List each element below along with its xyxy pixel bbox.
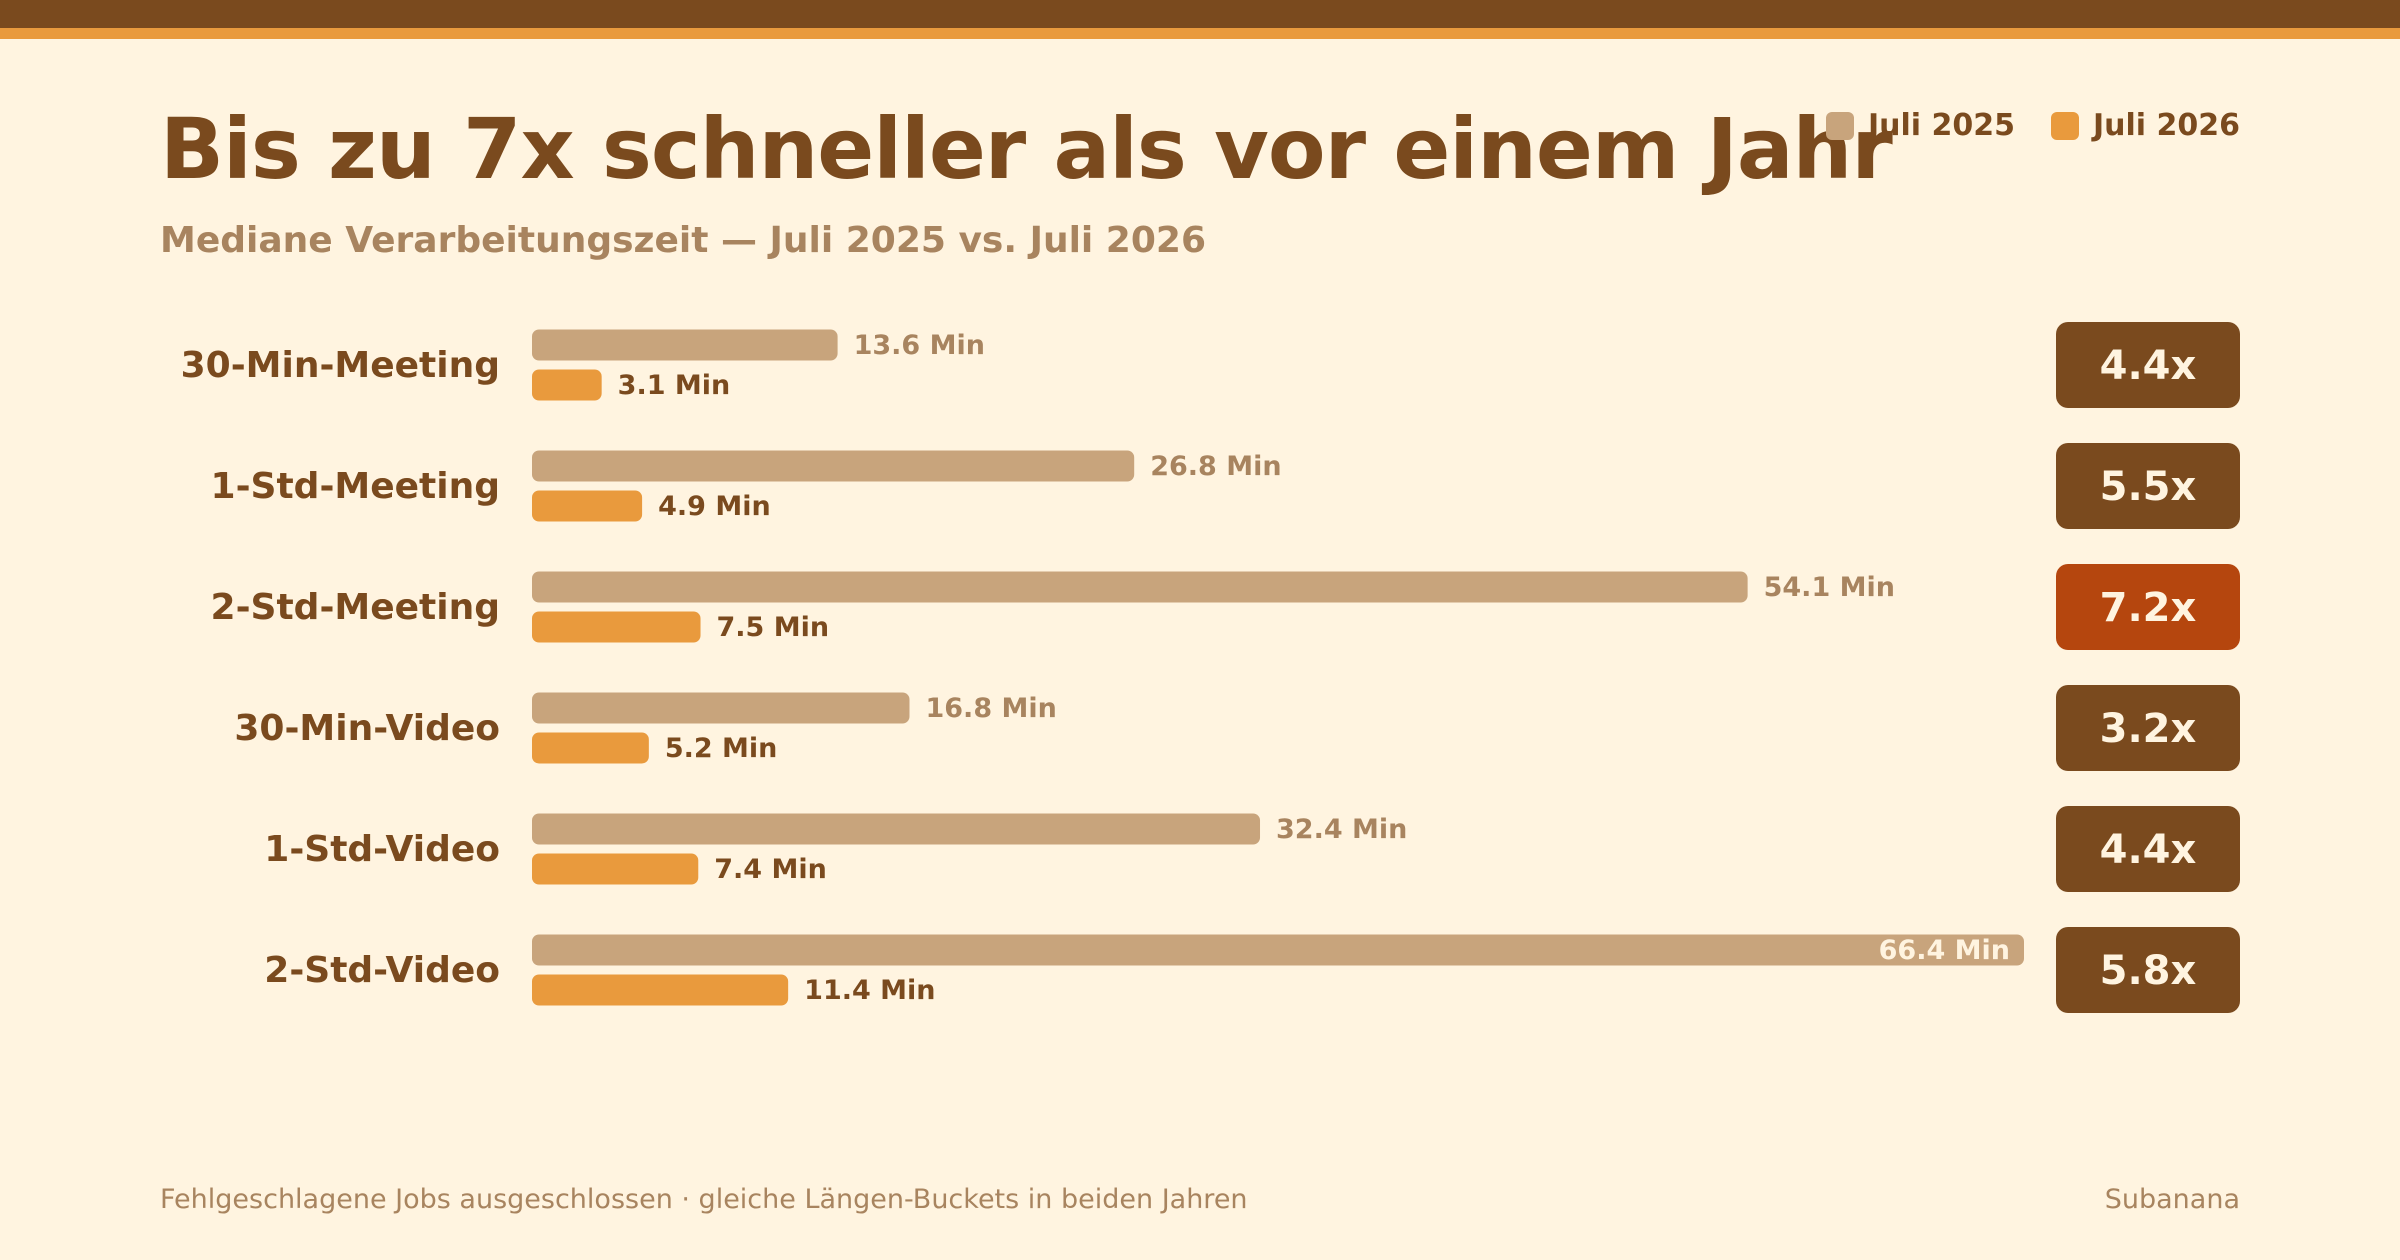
- value-label-2025: 32.4 Min: [1276, 814, 1407, 845]
- speedup-label: 5.8x: [2100, 948, 2197, 994]
- legend-swatch-2026: [2050, 111, 2079, 140]
- value-label-2025: 13.6 Min: [854, 330, 985, 361]
- speedup-badge: [2056, 806, 2240, 892]
- category-label: 2-Std-Video: [264, 950, 500, 991]
- chart-title: Bis zu 7x schneller als vor einem Jahr: [160, 100, 1893, 198]
- category-label: 2-Std-Meeting: [211, 587, 500, 628]
- value-label-2025: 54.1 Min: [1764, 572, 1895, 603]
- bar-2025: [532, 692, 910, 724]
- value-label-2025: 16.8 Min: [925, 693, 1056, 724]
- speedup-label: 4.4x: [2100, 827, 2197, 873]
- category-label: 1-Std-Meeting: [211, 466, 500, 507]
- speedup-label: 3.2x: [2100, 706, 2197, 752]
- chart-subtitle: Mediane Verarbeitungszeit — Juli 2025 vs…: [160, 220, 1207, 261]
- speedup-label: 7.2x: [2100, 585, 2197, 631]
- value-label-2026: 5.2 Min: [665, 733, 778, 764]
- speedup-badge: [2056, 927, 2240, 1013]
- speedup-label: 4.4x: [2100, 343, 2197, 389]
- speedup-badge: [2056, 322, 2240, 408]
- legend-item-2026: Juli 2026: [2050, 108, 2240, 143]
- legend-item-2025: Juli 2025: [1825, 108, 2015, 143]
- bar-2025: [532, 571, 1748, 603]
- bar-2026: [532, 611, 701, 643]
- category-label: 1-Std-Video: [264, 829, 500, 870]
- speedup-badge: [2056, 685, 2240, 771]
- bar-2025: [532, 450, 1135, 482]
- category-label: 30-Min-Meeting: [181, 345, 500, 386]
- value-label-2026: 11.4 Min: [804, 975, 935, 1006]
- top-accent-bar: [0, 0, 2400, 28]
- footer-brand: Subanana: [2104, 1184, 2240, 1215]
- bar-2025: [532, 329, 838, 361]
- speedup-badge: [2056, 564, 2240, 650]
- footer-note: Fehlgeschlagene Jobs ausgeschlossen · gl…: [160, 1184, 1248, 1215]
- bar-2026: [532, 974, 789, 1006]
- legend-label-2026: Juli 2026: [2092, 108, 2240, 143]
- top-accent-stripe: [0, 28, 2400, 39]
- legend-label-2025: Juli 2025: [1867, 108, 2015, 143]
- legend: Juli 2025 Juli 2026: [1825, 108, 2240, 143]
- speedup-badge: [2056, 443, 2240, 529]
- bar-2026: [532, 369, 602, 401]
- bar-2025: [532, 813, 1261, 845]
- bar-2025: [532, 934, 2024, 966]
- value-label-2026: 4.9 Min: [658, 491, 771, 522]
- value-label-2026: 7.4 Min: [714, 854, 827, 885]
- category-label: 30-Min-Video: [234, 708, 500, 749]
- value-label-2025: 26.8 Min: [1150, 451, 1281, 482]
- bar-2026: [532, 490, 643, 522]
- bar-2026: [532, 853, 699, 885]
- value-label-2025: 66.4 Min: [1879, 935, 2010, 966]
- value-label-2026: 7.5 Min: [717, 612, 830, 643]
- legend-swatch-2025: [1825, 111, 1854, 140]
- value-label-2026: 3.1 Min: [618, 370, 731, 401]
- speedup-label: 5.5x: [2100, 464, 2197, 510]
- bar-2026: [532, 732, 649, 764]
